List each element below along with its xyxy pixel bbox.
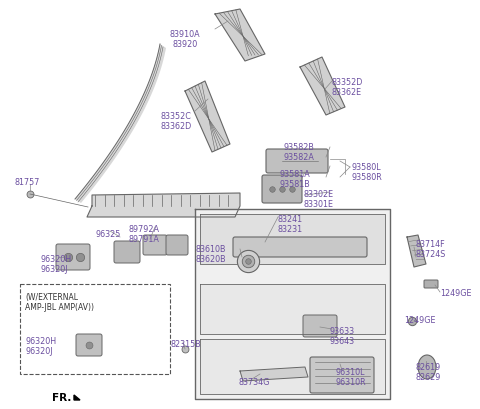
Text: 1249GE: 1249GE	[440, 288, 471, 297]
Polygon shape	[74, 395, 80, 400]
Text: 93581A
93581B: 93581A 93581B	[280, 170, 311, 189]
Polygon shape	[200, 284, 385, 334]
FancyBboxPatch shape	[424, 280, 438, 288]
Text: 83910A
83920: 83910A 83920	[170, 30, 200, 49]
Text: 83610B
83620B: 83610B 83620B	[195, 245, 226, 264]
Text: 83734G: 83734G	[238, 377, 269, 386]
Text: 93580L
93580R: 93580L 93580R	[352, 163, 383, 182]
Text: (W/EXTERNAL
AMP-JBL AMP(AV)): (W/EXTERNAL AMP-JBL AMP(AV))	[25, 292, 94, 312]
Text: 82315B: 82315B	[170, 339, 201, 348]
FancyBboxPatch shape	[262, 175, 302, 204]
Polygon shape	[200, 214, 385, 264]
Text: 96325: 96325	[95, 229, 120, 238]
Text: 83352D
83362E: 83352D 83362E	[332, 78, 363, 97]
Polygon shape	[185, 82, 230, 153]
FancyBboxPatch shape	[233, 237, 367, 257]
Polygon shape	[200, 339, 385, 394]
Text: FR.: FR.	[52, 392, 72, 402]
Text: 83714F
83724S: 83714F 83724S	[415, 239, 445, 259]
Text: 83352C
83362D: 83352C 83362D	[160, 112, 192, 131]
Polygon shape	[87, 193, 240, 218]
Text: 81757: 81757	[14, 178, 39, 187]
Text: 93582B
93582A: 93582B 93582A	[284, 143, 315, 162]
Text: 96310L
96310R: 96310L 96310R	[335, 367, 366, 387]
FancyBboxPatch shape	[166, 236, 188, 255]
Polygon shape	[195, 209, 390, 399]
Ellipse shape	[418, 355, 436, 379]
FancyBboxPatch shape	[56, 245, 90, 270]
Text: 83302E
83301E: 83302E 83301E	[304, 189, 334, 209]
FancyBboxPatch shape	[143, 236, 167, 255]
Text: 1249GE: 1249GE	[404, 315, 435, 324]
Polygon shape	[75, 45, 166, 204]
Text: 89792A
89791A: 89792A 89791A	[128, 225, 159, 244]
Text: 96320H
96320J: 96320H 96320J	[25, 336, 56, 355]
FancyBboxPatch shape	[76, 334, 102, 356]
FancyBboxPatch shape	[310, 357, 374, 393]
Polygon shape	[240, 367, 308, 381]
Polygon shape	[215, 10, 265, 62]
Text: 82619
82629: 82619 82629	[415, 362, 440, 382]
Text: 93633
93643: 93633 93643	[330, 326, 355, 346]
FancyBboxPatch shape	[266, 150, 328, 173]
Polygon shape	[407, 236, 426, 267]
Polygon shape	[300, 58, 345, 116]
Bar	[20, 284, 170, 374]
Text: 96320H
96320J: 96320H 96320J	[40, 254, 71, 274]
FancyBboxPatch shape	[303, 315, 337, 337]
Text: 83241
83231: 83241 83231	[278, 214, 303, 234]
FancyBboxPatch shape	[114, 241, 140, 263]
